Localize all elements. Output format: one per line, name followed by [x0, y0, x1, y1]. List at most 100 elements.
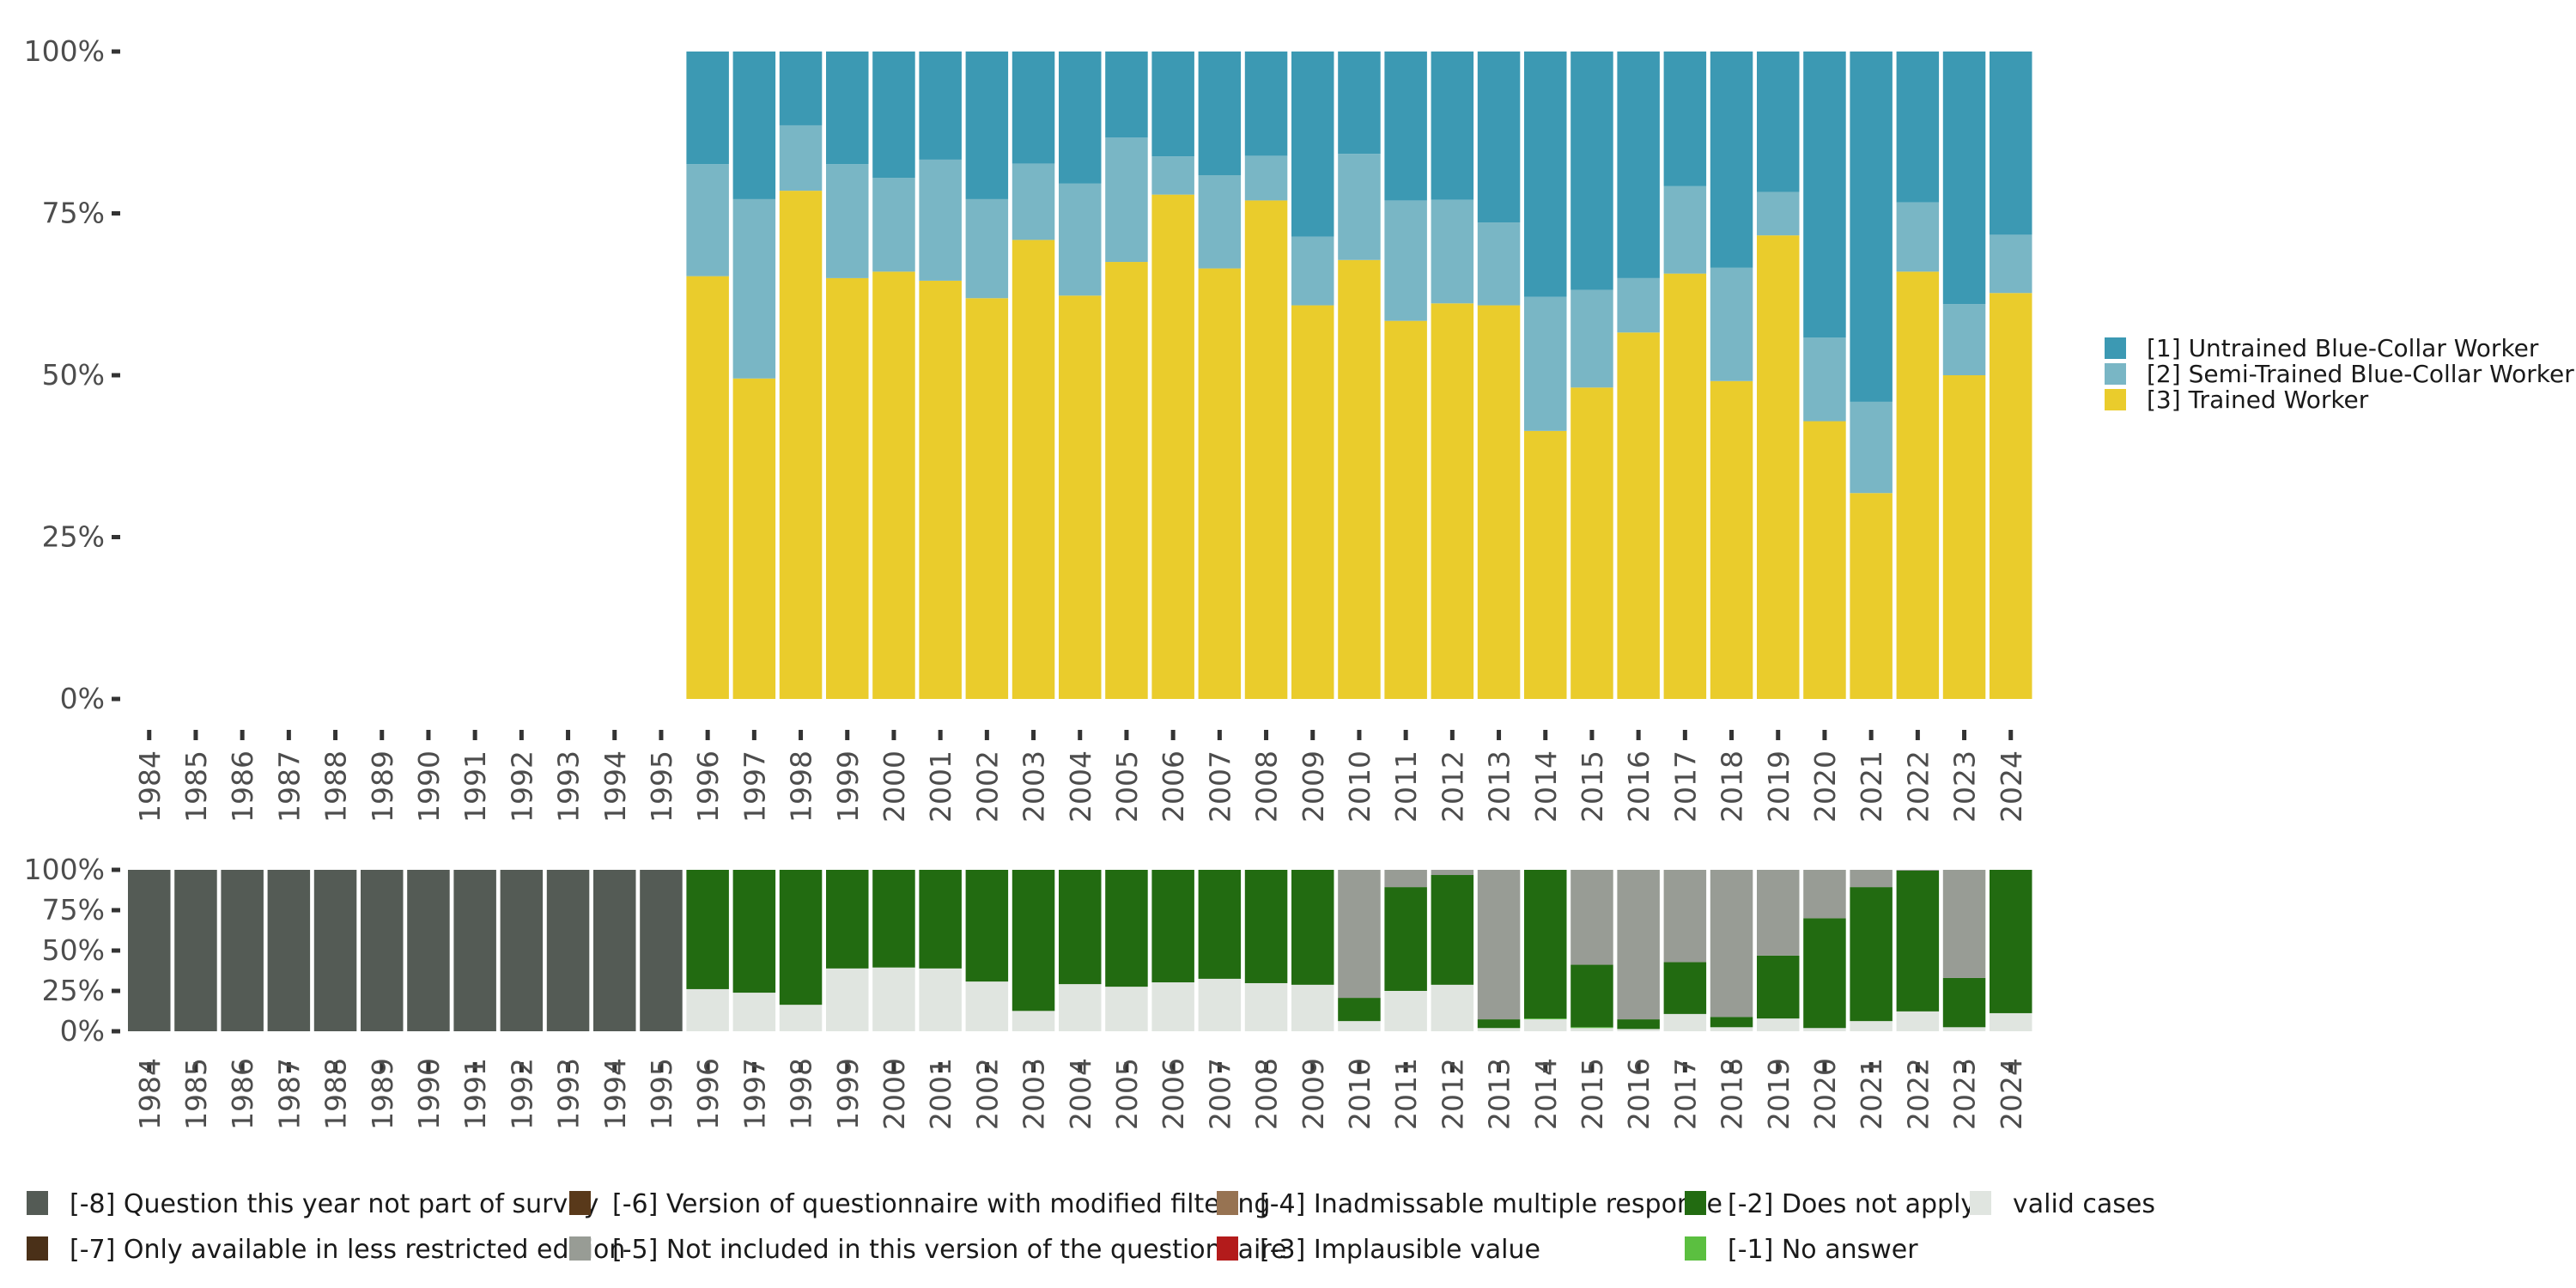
x-tick-label: 2009 — [1297, 1058, 1330, 1130]
legend-label: [-8] Question this year not part of surv… — [70, 1189, 598, 1219]
bar-2003-2-does-not-apply — [1012, 870, 1055, 1012]
bar-2006-1-untrained-blue-collar-worker — [1151, 52, 1194, 157]
bar-1996-2-does-not-apply — [686, 870, 729, 989]
x-tick-label: 1993 — [552, 1058, 586, 1130]
x-tick-mark — [147, 730, 152, 740]
x-tick-mark — [1449, 730, 1455, 740]
legend-swatch — [569, 1236, 591, 1261]
x-tick-label: 2006 — [1157, 750, 1190, 823]
x-tick-mark — [751, 730, 756, 740]
bar-2023-3-trained-worker — [1942, 375, 1986, 699]
legend-label: [-4] Inadmissable multiple response — [1260, 1189, 1722, 1219]
x-tick-mark — [1962, 730, 1967, 740]
x-tick-mark — [426, 730, 431, 740]
x-tick-mark — [891, 1062, 896, 1072]
x-tick-mark — [984, 730, 989, 740]
x-tick-mark — [891, 730, 896, 740]
x-tick-label: 2022 — [1901, 1058, 1935, 1130]
bar-2009-1-untrained-blue-collar-worker — [1291, 52, 1334, 237]
bar-2017-5-not-included-in-this-version-of-the-questionnaire — [1663, 870, 1707, 963]
x-tick-mark — [799, 730, 804, 740]
legend-swatch — [569, 1191, 591, 1215]
bar-2012-5-not-included-in-this-version-of-the-questionnaire — [1431, 870, 1474, 876]
bar-2014-2-semi-trained-blue-collar-worker — [1524, 296, 1567, 431]
x-tick-mark — [1589, 730, 1595, 740]
x-tick-label: 2010 — [1343, 1058, 1376, 1130]
x-tick-mark — [240, 730, 245, 740]
x-tick-label: 2020 — [1808, 1058, 1842, 1130]
legend-swatch — [2105, 337, 2126, 359]
bar-1996-3-trained-worker — [686, 276, 729, 699]
x-tick-label: 2001 — [924, 750, 957, 823]
bar-2018-valid-cases — [1710, 1027, 1753, 1031]
x-tick-mark — [1310, 730, 1315, 740]
x-tick-label: 2001 — [924, 1058, 957, 1130]
bar-2023-2-does-not-apply — [1942, 977, 1986, 1028]
bar-2009-2-semi-trained-blue-collar-worker — [1291, 236, 1334, 306]
y-tick-label: 0% — [60, 682, 105, 715]
x-tick-mark — [1403, 730, 1408, 740]
bar-1996-1-untrained-blue-collar-worker — [686, 52, 729, 165]
x-tick-label: 1991 — [459, 1058, 492, 1130]
x-tick-mark — [1682, 730, 1687, 740]
x-tick-mark — [519, 730, 524, 740]
x-tick-mark — [566, 1062, 571, 1072]
x-tick-label: 2012 — [1436, 1058, 1469, 1130]
x-tick-label: 1992 — [505, 1058, 538, 1130]
bar-2013-2-does-not-apply — [1477, 1019, 1521, 1029]
bar-1997-2-does-not-apply — [732, 870, 776, 993]
bar-1994-8-question-this-year-not-part-of-survey — [593, 870, 636, 1031]
x-tick-mark — [1682, 1062, 1687, 1072]
bar-2006-2-semi-trained-blue-collar-worker — [1151, 156, 1194, 195]
bar-2015-3-trained-worker — [1571, 387, 1613, 699]
y-tick-label: 100% — [24, 34, 105, 68]
bar-2011-3-trained-worker — [1384, 320, 1427, 699]
bar-2015-2-does-not-apply — [1571, 964, 1613, 1028]
bar-2022-3-trained-worker — [1896, 271, 1940, 699]
bar-1997-3-trained-worker — [732, 378, 776, 699]
legend-swatch — [2105, 363, 2126, 385]
bar-1999-3-trained-worker — [826, 277, 869, 699]
bar-2011-1-untrained-blue-collar-worker — [1384, 52, 1427, 201]
x-tick-label: 2017 — [1668, 1058, 1702, 1130]
x-tick-label: 2022 — [1901, 750, 1935, 823]
bar-2002-1-untrained-blue-collar-worker — [965, 52, 1009, 199]
x-tick-label: 1993 — [552, 750, 586, 823]
x-tick-mark — [193, 730, 198, 740]
x-tick-mark — [1543, 730, 1548, 740]
y-tick-mark — [112, 535, 120, 539]
x-tick-label: 2017 — [1668, 750, 1702, 823]
bar-2022-valid-cases — [1896, 1011, 1940, 1031]
y-tick-mark — [112, 1029, 120, 1034]
top-panel-occupation-shares — [686, 52, 2032, 700]
bar-2001-3-trained-worker — [919, 280, 962, 699]
x-tick-label: 1994 — [598, 1058, 632, 1130]
x-tick-label: 1986 — [226, 750, 259, 823]
bar-1991-8-question-this-year-not-part-of-survey — [453, 870, 496, 1031]
bar-1999-valid-cases — [826, 968, 869, 1031]
legend-swatch — [2105, 389, 2126, 410]
bar-2024-1-untrained-blue-collar-worker — [1990, 52, 2032, 235]
bar-2001-2-semi-trained-blue-collar-worker — [919, 159, 962, 281]
bar-2004-1-untrained-blue-collar-worker — [1059, 52, 1102, 184]
bar-2003-3-trained-worker — [1012, 240, 1055, 699]
x-tick-label: 1997 — [738, 1058, 771, 1130]
x-tick-mark — [1403, 1062, 1408, 1072]
x-tick-label: 1998 — [785, 750, 818, 823]
x-tick-label: 1988 — [319, 750, 353, 823]
x-tick-label: 2011 — [1389, 750, 1423, 823]
bar-1997-1-untrained-blue-collar-worker — [732, 52, 776, 199]
x-tick-label: 1987 — [272, 750, 306, 823]
bar-2000-1-untrained-blue-collar-worker — [872, 52, 915, 179]
legend-label: [-6] Version of questionnaire with modif… — [612, 1189, 1270, 1219]
x-tick-label: 1986 — [226, 1058, 259, 1130]
x-tick-mark — [1729, 730, 1735, 740]
x-tick-mark — [286, 730, 291, 740]
x-tick-mark — [612, 1062, 617, 1072]
bar-2018-5-not-included-in-this-version-of-the-questionnaire — [1710, 870, 1753, 1018]
bar-2002-3-trained-worker — [965, 298, 1009, 699]
x-tick-label: 1996 — [691, 1058, 725, 1130]
bar-2016-2-does-not-apply — [1617, 1019, 1660, 1030]
x-tick-label: 2015 — [1576, 750, 1609, 823]
